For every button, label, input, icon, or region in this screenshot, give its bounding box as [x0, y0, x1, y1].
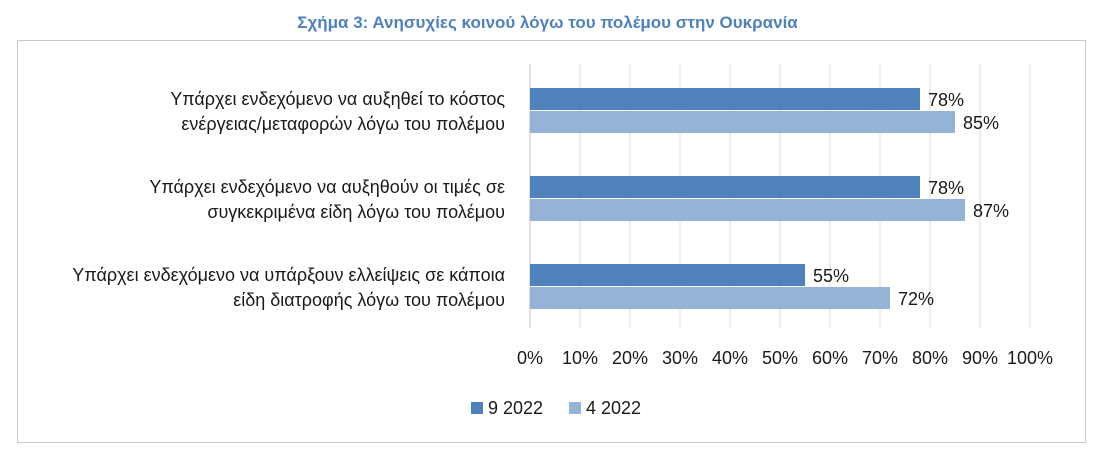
- category-label: ενέργειας/μεταφορών λόγω του πολέμου: [181, 114, 505, 134]
- data-label: 85%: [963, 113, 999, 133]
- category-label: συγκεκριμένα είδη λόγω του πολέμου: [207, 202, 505, 222]
- x-tick-label: 40%: [712, 348, 748, 368]
- x-tick-label: 30%: [662, 348, 698, 368]
- legend-swatch: [569, 402, 581, 414]
- x-tick-label: 70%: [862, 348, 898, 368]
- data-label: 78%: [928, 90, 964, 110]
- bar-4-2022: [530, 111, 955, 133]
- legend-label: 4 2022: [586, 398, 641, 418]
- x-tick-label: 90%: [962, 348, 998, 368]
- bar-4-2022: [530, 199, 965, 221]
- category-label: Υπάρχει ενδεχόμενο να υπάρξουν ελλείψεις…: [72, 265, 505, 285]
- bar-9-2022: [530, 88, 920, 110]
- data-label: 87%: [973, 201, 1009, 221]
- x-tick-label: 50%: [762, 348, 798, 368]
- x-tick-label: 100%: [1007, 348, 1053, 368]
- data-label: 78%: [928, 178, 964, 198]
- x-tick-label: 60%: [812, 348, 848, 368]
- data-label: 72%: [898, 289, 934, 309]
- category-label: Υπάρχει ενδεχόμενο να αυξηθούν οι τιμές …: [149, 177, 505, 197]
- figure-title: Σχήμα 3: Ανησυχίες κοινού λόγω του πολέμ…: [297, 13, 798, 32]
- bar-9-2022: [530, 176, 920, 198]
- data-label: 55%: [813, 266, 849, 286]
- category-label: Υπάρχει ενδεχόμενο να αυξηθεί το κόστος: [170, 89, 505, 109]
- bar-4-2022: [530, 287, 890, 309]
- x-tick-label: 80%: [912, 348, 948, 368]
- x-tick-label: 10%: [562, 348, 598, 368]
- x-tick-label: 20%: [612, 348, 648, 368]
- x-tick-label: 0%: [517, 348, 543, 368]
- legend-label: 9 2022: [488, 398, 543, 418]
- bar-9-2022: [530, 264, 805, 286]
- category-label: είδη διατροφής λόγω του πολέμου: [233, 290, 505, 310]
- chart-frame: [17, 40, 1086, 443]
- legend-swatch: [471, 402, 483, 414]
